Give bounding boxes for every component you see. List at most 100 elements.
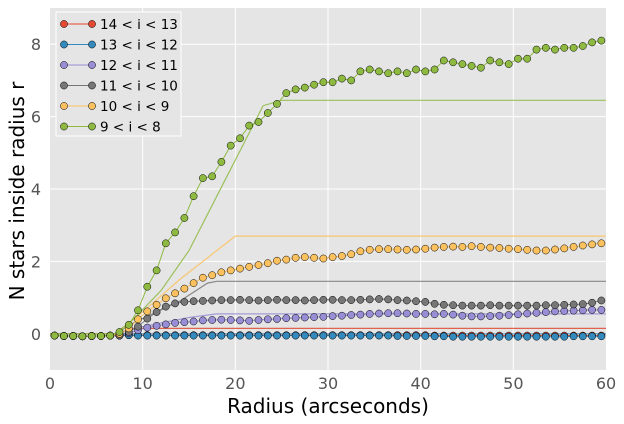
data-point xyxy=(115,328,124,336)
data-point xyxy=(532,332,541,341)
data-point xyxy=(477,63,485,72)
data-point xyxy=(208,331,217,340)
data-point xyxy=(402,332,411,340)
data-point xyxy=(161,331,170,340)
data-point xyxy=(263,315,272,324)
data-point xyxy=(226,331,235,340)
data-point xyxy=(245,316,254,325)
legend-label: 12 < i < 11 xyxy=(100,58,178,74)
data-point xyxy=(504,311,513,319)
data-point xyxy=(208,271,217,280)
data-point xyxy=(180,284,189,293)
data-point xyxy=(236,264,244,273)
data-point xyxy=(226,266,235,275)
data-point xyxy=(236,316,244,325)
data-point xyxy=(152,266,161,275)
data-point xyxy=(263,259,272,268)
data-point xyxy=(560,300,569,309)
data-markers xyxy=(50,36,606,341)
legend-label: 14 < i < 13 xyxy=(100,17,178,33)
data-point xyxy=(78,332,87,341)
data-point xyxy=(217,268,226,277)
data-point xyxy=(282,296,291,304)
data-point xyxy=(338,252,346,260)
data-point xyxy=(495,244,504,252)
data-point xyxy=(514,310,522,319)
data-point xyxy=(245,262,254,271)
data-point xyxy=(588,332,596,341)
tick-labels: 0 10 20 30 40 50 60 0 2 4 6 8 xyxy=(31,35,616,393)
data-point xyxy=(189,279,198,287)
data-point xyxy=(375,295,383,303)
data-point xyxy=(199,297,207,305)
data-point xyxy=(477,312,485,321)
data-point xyxy=(421,298,430,306)
data-point xyxy=(356,295,365,304)
data-point xyxy=(338,311,346,320)
data-point xyxy=(161,320,170,329)
data-point xyxy=(143,282,152,291)
data-point xyxy=(338,74,346,83)
data-point xyxy=(254,331,263,340)
data-point xyxy=(486,312,495,320)
data-point xyxy=(273,100,281,108)
data-point xyxy=(495,311,504,320)
data-point xyxy=(375,67,383,76)
data-point xyxy=(532,45,541,54)
data-point xyxy=(50,331,59,340)
data-point xyxy=(217,296,226,304)
data-point xyxy=(421,310,430,318)
data-point xyxy=(87,332,96,340)
data-point xyxy=(291,85,300,94)
data-point xyxy=(226,141,235,150)
data-point xyxy=(597,36,606,45)
data-point xyxy=(143,314,152,323)
data-point xyxy=(254,296,263,305)
x-tick-label: 40 xyxy=(410,374,430,393)
data-point xyxy=(421,332,430,340)
data-point xyxy=(523,309,532,318)
data-point xyxy=(263,109,272,117)
data-point xyxy=(300,331,309,340)
data-point xyxy=(495,58,504,67)
legend-label: 13 < i < 12 xyxy=(100,38,178,54)
legend-marker xyxy=(60,20,68,28)
data-point xyxy=(560,244,569,253)
data-point xyxy=(541,43,550,52)
data-point xyxy=(597,296,606,305)
data-point xyxy=(171,289,179,298)
data-point xyxy=(171,299,179,308)
data-point xyxy=(402,309,411,318)
data-point xyxy=(402,296,411,305)
data-point xyxy=(254,261,263,269)
data-point xyxy=(273,256,281,265)
y-tick-label: 0 xyxy=(31,325,41,344)
data-point xyxy=(180,318,189,327)
data-point xyxy=(60,332,68,340)
data-point xyxy=(467,301,476,310)
data-point xyxy=(421,67,430,76)
data-point xyxy=(532,301,541,310)
data-point xyxy=(514,332,522,341)
data-point xyxy=(199,316,207,325)
data-point xyxy=(319,254,328,263)
data-point xyxy=(439,300,448,309)
data-point xyxy=(180,214,189,222)
data-point xyxy=(449,310,457,319)
data-point xyxy=(569,243,578,251)
legend-marker xyxy=(88,102,96,110)
data-point xyxy=(300,253,309,261)
data-point xyxy=(504,332,513,341)
data-point xyxy=(180,331,189,340)
data-point xyxy=(412,310,420,318)
data-point xyxy=(356,67,365,76)
data-point xyxy=(384,331,393,340)
data-point xyxy=(449,301,457,310)
data-point xyxy=(541,332,550,341)
data-point xyxy=(208,172,217,181)
data-point xyxy=(541,308,550,316)
data-point xyxy=(282,255,291,264)
data-point xyxy=(273,315,281,323)
legend-marker xyxy=(60,102,68,110)
